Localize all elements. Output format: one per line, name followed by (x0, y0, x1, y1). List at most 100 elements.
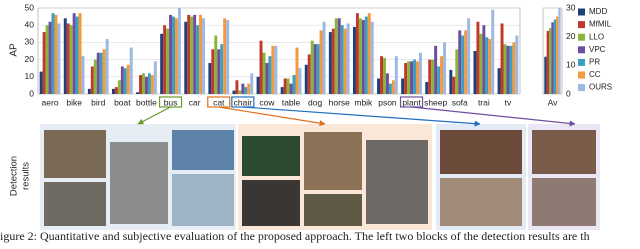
bar (63, 18, 67, 94)
bar (174, 18, 178, 94)
bar (54, 14, 58, 95)
bar (160, 33, 164, 94)
bar (256, 76, 260, 94)
bar (87, 88, 91, 94)
bar (280, 87, 284, 94)
bar (307, 54, 311, 94)
bar (144, 76, 148, 94)
bar (190, 16, 194, 95)
bar (120, 66, 124, 94)
x-tick-label: cat (213, 97, 225, 107)
legend-label: MfMIL (589, 20, 612, 29)
arrow (242, 106, 481, 127)
bar (476, 21, 480, 94)
bar (126, 64, 130, 94)
bar (187, 14, 191, 95)
bar (259, 40, 263, 94)
y-tick-label: 50 (25, 2, 35, 12)
x-tick-label: sofa (452, 97, 468, 107)
bar (367, 13, 371, 94)
bar (479, 33, 483, 94)
bar (66, 23, 70, 95)
bar (90, 66, 94, 94)
bar (274, 45, 278, 94)
bar (81, 56, 85, 94)
legend-label: MDD (589, 7, 607, 16)
bar (428, 59, 432, 94)
bar (440, 56, 444, 94)
bar (286, 78, 290, 94)
plot-frame (37, 7, 521, 95)
bar (75, 16, 79, 95)
bar (464, 30, 468, 94)
arrow (411, 106, 576, 127)
bar (352, 26, 356, 95)
bar (150, 75, 154, 94)
bar (437, 66, 441, 94)
bar (241, 83, 245, 94)
bar (172, 16, 175, 95)
bar (418, 52, 422, 94)
legend-swatch (578, 58, 585, 66)
legend-label: CC (589, 70, 601, 79)
bar (515, 35, 519, 94)
bar (355, 13, 359, 94)
page: {"chart_data": [ {"type": "bar", "ylabel… (0, 2, 613, 243)
bar (556, 16, 559, 95)
bar (244, 87, 248, 94)
bar (211, 49, 215, 94)
bar (346, 23, 350, 95)
bar (220, 44, 224, 94)
bar (340, 25, 344, 95)
bar (377, 78, 381, 94)
x-tick-label: boat (114, 97, 131, 107)
bar (235, 80, 239, 94)
bar (497, 68, 501, 94)
x-tick-label: sheep (424, 97, 447, 107)
photo (366, 140, 428, 224)
bar (214, 35, 218, 94)
bar (388, 83, 392, 94)
bar (78, 13, 82, 94)
bar (512, 42, 516, 94)
legend-swatch (578, 33, 585, 41)
bar (313, 44, 317, 94)
bar (48, 21, 52, 94)
x-tick-label: chair (234, 97, 253, 107)
bar (223, 18, 227, 94)
bar (111, 88, 115, 94)
x-tick-label: tv (505, 97, 512, 107)
side-label: Detection (9, 156, 20, 196)
bar (202, 18, 206, 94)
bar (544, 56, 547, 94)
x-tick-label: pson (378, 97, 397, 107)
x-tick-label: mbik (354, 97, 373, 107)
bar (322, 21, 326, 94)
bar (232, 90, 236, 94)
y-tick-label: 10 (566, 60, 576, 70)
bar (410, 61, 414, 94)
bar (334, 18, 338, 94)
bar (380, 56, 384, 94)
bar (142, 73, 145, 94)
photo (304, 194, 362, 226)
bar (226, 20, 230, 94)
bar (304, 64, 308, 94)
bar (361, 20, 365, 94)
bar (199, 14, 203, 95)
bar (208, 63, 212, 94)
bar (117, 80, 121, 94)
bar (407, 61, 411, 94)
bar (449, 69, 453, 94)
bar (461, 35, 465, 94)
bar (139, 75, 143, 94)
bar (268, 56, 272, 94)
bar (425, 81, 429, 94)
bar (292, 75, 296, 94)
legend-swatch (578, 46, 585, 54)
bar (289, 83, 293, 94)
bar (238, 90, 242, 94)
x-tick-label: Av (548, 97, 559, 107)
x-tick-label: car (189, 97, 201, 107)
bar (57, 23, 61, 95)
